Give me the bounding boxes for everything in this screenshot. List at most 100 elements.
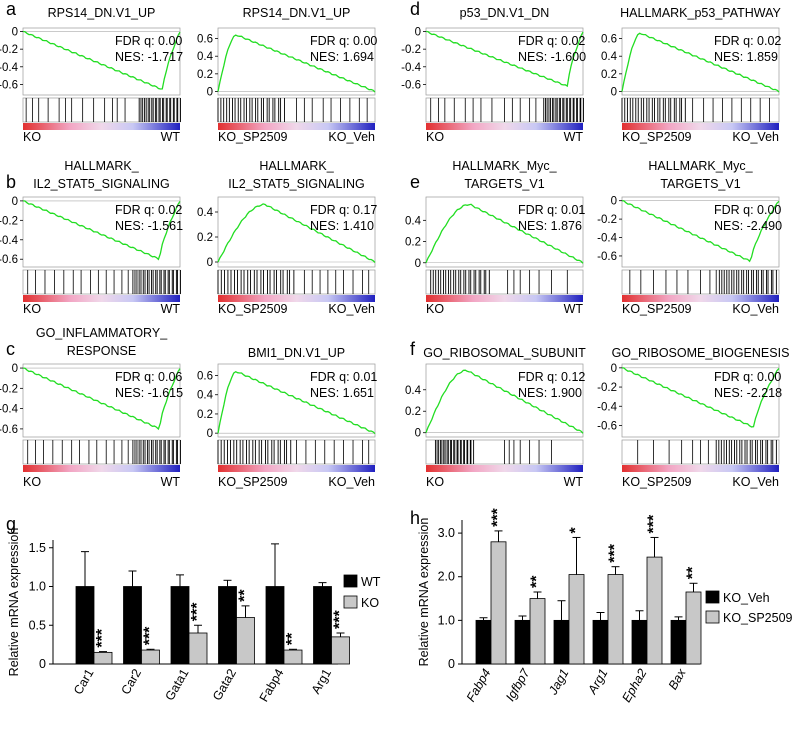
nes-label: NES: 1.410 [310,219,374,233]
fdr-label: FDR q: 0.01 [518,203,585,217]
panel-title: RPS14_DN.V1_UP [48,6,156,20]
significance-stars: *** [332,610,349,629]
bar-ko-veh [631,619,648,665]
plot-frame [217,363,376,438]
enrichment-curve [621,367,780,428]
fdr-label: FDR q: 0.00 [115,34,182,48]
bar-ko-veh [514,619,531,665]
panel-title: IL2_STAT5_SIGNALING [33,177,169,191]
y-tick-label: 0.2 [197,409,213,421]
panel-letter: h [410,508,420,528]
y-tick-label: -0.6 [597,420,617,432]
fdr-label: FDR q: 0.00 [714,370,781,384]
panel-letter: g [6,514,16,534]
category-label: Gata2 [210,666,239,703]
significance-stars: *** [94,628,111,647]
legend-label: KO [361,596,379,610]
y-tick-label: -0.2 [0,44,18,56]
y-tick-label: 0.4 [197,390,214,402]
y-tick-label: 1.5 [29,541,46,555]
y-tick-label: 0.5 [29,618,46,632]
left-group-label: KO [426,130,444,144]
bar-wt [170,586,190,665]
significance-stars: ** [685,566,702,579]
panel-letter: e [410,172,420,192]
panel-title: GO_RIBOSOMAL_SUBUNIT [423,346,586,360]
fdr-label: FDR q: 0.00 [310,34,377,48]
y-tick-label: -0.4 [0,404,19,416]
rank-gradient [23,123,180,130]
y-tick-label: 0.2 [601,69,617,81]
y-tick-label: -0.6 [0,254,18,266]
panel-letter: a [6,0,17,19]
category-label: Jag1 [545,667,571,698]
nes-label: NES: -1.561 [115,219,183,233]
enrichment-curve [621,200,780,263]
left-group-label: KO_SP2509 [218,302,288,316]
category-label: Fabp4 [257,666,287,704]
category-label: Car2 [118,666,144,697]
bar-ko [283,649,303,665]
plot-frame [22,27,181,96]
left-group-label: KO_SP2509 [622,130,692,144]
panel-title: TARGETS_V1 [660,177,740,191]
y-tick-label: -0.2 [0,215,18,227]
panel-letter: b [6,172,16,192]
significance-stars: * [568,526,585,533]
y-tick-label: -0.6 [0,424,18,436]
plot-frame [22,363,181,438]
y-tick-label: 0 [611,196,617,208]
bar-ko [188,632,208,665]
significance-stars: ** [237,589,254,602]
panel-title: HALLMARK_Myc_ [452,159,557,173]
plot-frame [621,27,780,96]
bar-ko [331,636,350,665]
enrichment-curve [22,30,181,90]
hits-frame [621,97,780,123]
bar-ko-sp2509 [646,556,663,665]
enrichment-curve [425,30,584,88]
panel-title: HALLMARK_ [259,159,334,173]
gsea-panel-10: f GO_RIBOSOMAL_SUBUNIT 0.4 0.2 0 FDR q: 0.12 N… [405,339,586,489]
panel-title: RPS14_DN.V1_UP [243,6,351,20]
enrichment-curve [22,367,181,431]
bar-ko-sp2509 [568,574,585,665]
fdr-label: FDR q: 0.00 [714,203,781,217]
gsea-panel-0: a RPS14_DN.V1_UP 0 -0.2 -0.4 -0.6 FDR q: 0.00 N… [0,0,183,144]
gsea-panels: a RPS14_DN.V1_UP 0 -0.2 -0.4 -0.6 FDR q: 0.00 N… [0,0,789,489]
panel-letter: c [6,339,15,359]
y-tick-label: -0.2 [0,383,18,395]
nes-label: NES: -2.218 [714,386,782,400]
left-group-label: KO_SP2509 [218,475,288,489]
y-tick-label: 0.6 [601,34,617,46]
y-axis-label: Relative mRNA expression [417,518,431,667]
right-group-label: WT [161,302,181,316]
nes-label: NES: 1.876 [518,219,582,233]
enrichment-curve [217,203,376,263]
plot-frame [425,196,584,268]
fdr-label: FDR q: 0.02 [518,34,585,48]
y-tick-label: 3.0 [438,526,455,540]
y-tick-label: 0.4 [197,51,214,63]
right-group-label: KO_Veh [732,302,779,316]
rank-gradient [426,465,583,472]
bar-wt [75,586,95,665]
significance-stars: *** [142,626,159,645]
bar-ko-sp2509 [490,541,507,665]
plot-frame [621,196,780,268]
bar-ko-veh [670,619,687,665]
enrichment-curve [621,32,780,93]
left-group-label: KO [23,475,41,489]
fdr-label: FDR q: 0.02 [115,203,182,217]
y-tick-label: 0.4 [405,385,422,397]
plot-frame [22,196,181,268]
y-tick-label: 0.2 [405,237,421,249]
left-group-label: KO [426,302,444,316]
panel-title: IL2_STAT5_SIGNALING [228,177,364,191]
y-tick-label: 0.4 [405,215,422,227]
panel-letter: d [410,0,420,19]
panel-title: HALLMARK_p53_PATHWAY [620,6,781,20]
legend-swatch [343,595,358,609]
panel-title: GO_RIBOSOME_BIOGENESIS [612,346,790,360]
